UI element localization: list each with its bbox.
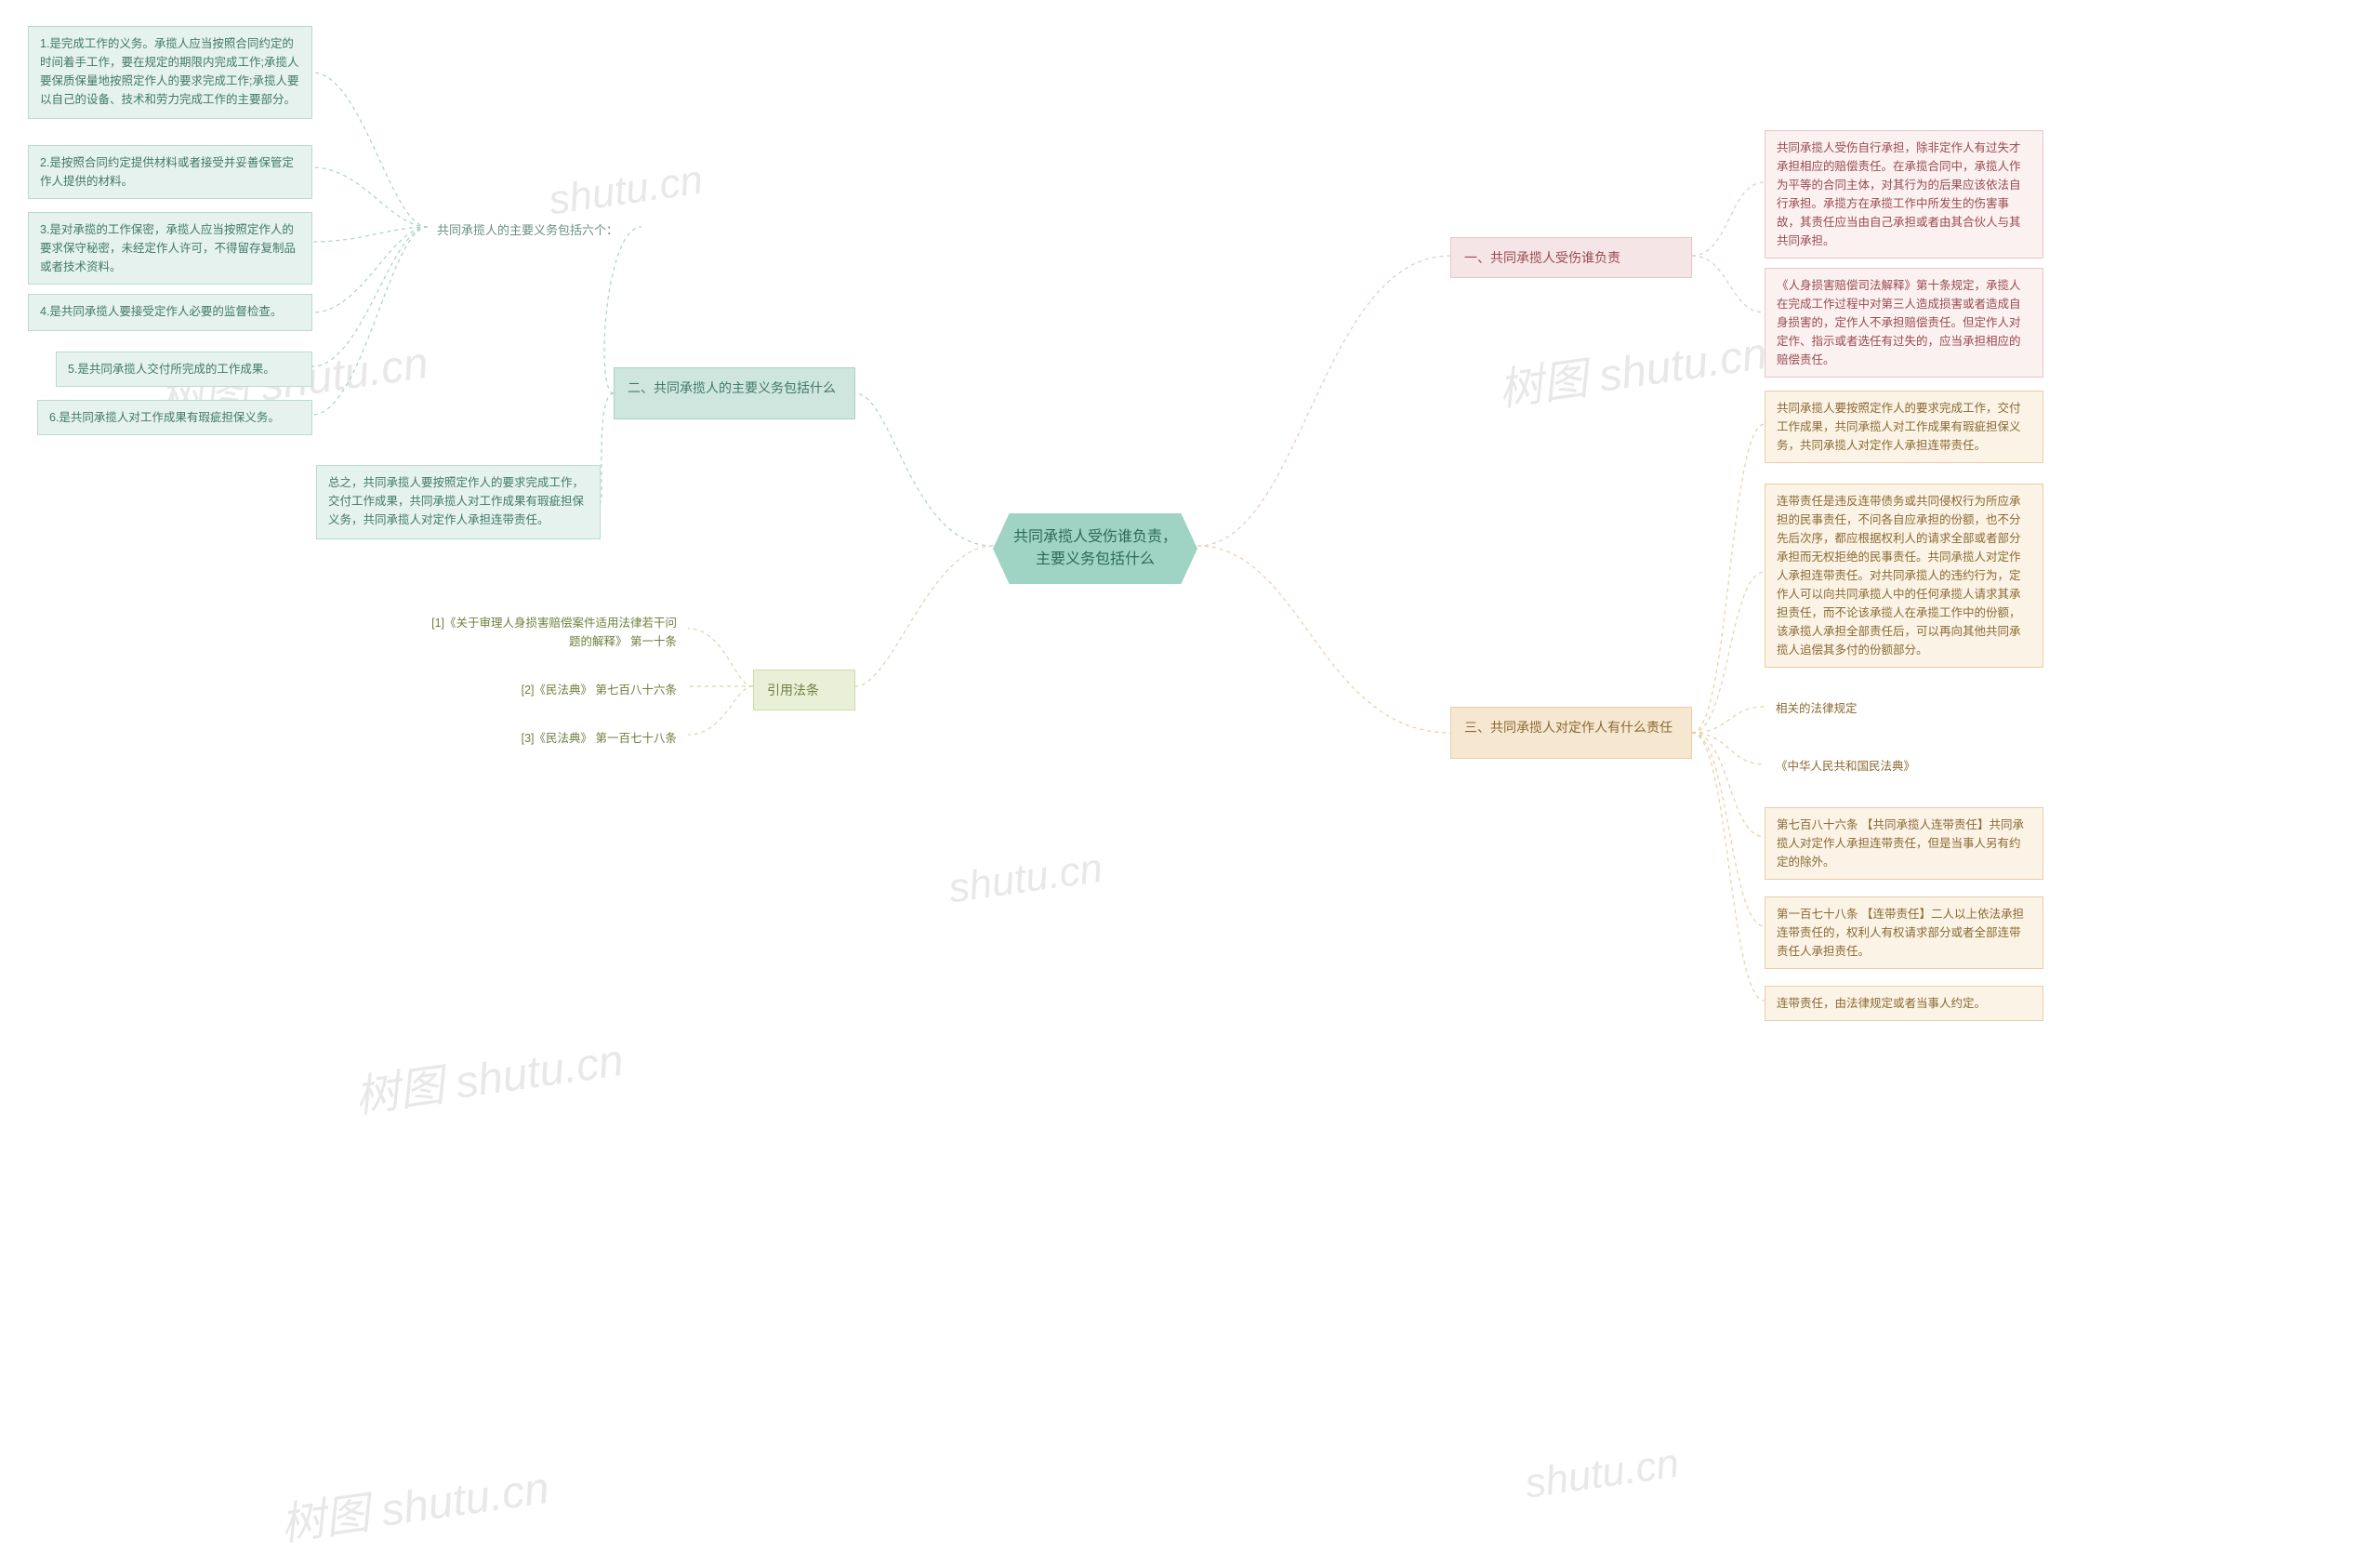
leaf-b2-3[interactable]: 4.是共同承揽人要接受定作人必要的监督检查。 <box>28 294 312 331</box>
mindmap-canvas: 树图 shutu.cn shutu.cn 树图 shutu.cn 树图 shut… <box>0 0 2380 1527</box>
leaf-b4-0[interactable]: [1]《关于审理人身损害赔偿案件适用法律若干问题的解释》 第一十条 <box>409 606 688 658</box>
leaf-b3-0[interactable]: 共同承揽人要按照定作人的要求完成工作，交付工作成果，共同承揽人对工作成果有瑕疵担… <box>1765 391 2043 463</box>
watermark: 树图 shutu.cn <box>1494 316 1771 418</box>
leaf-b3-6[interactable]: 连带责任，由法律规定或者当事人约定。 <box>1765 986 2043 1021</box>
branch-4[interactable]: 引用法条 <box>753 670 855 710</box>
leaf-b4-2[interactable]: [3]《民法典》 第一百七十八条 <box>502 722 688 755</box>
watermark: 树图 shutu.cn <box>276 1451 553 1553</box>
watermark: shutu.cn <box>945 845 1105 913</box>
leaf-b4-1[interactable]: [2]《民法典》 第七百八十六条 <box>502 673 688 707</box>
leaf-b2-2[interactable]: 3.是对承揽的工作保密，承揽人应当按照定作人的要求保守秘密，未经定作人许可，不得… <box>28 212 312 285</box>
branch-2[interactable]: 二、共同承揽人的主要义务包括什么 <box>614 367 855 419</box>
leaf-b2-summary[interactable]: 总之，共同承揽人要按照定作人的要求完成工作，交付工作成果，共同承揽人对工作成果有… <box>316 465 601 539</box>
leaf-b2-0[interactable]: 1.是完成工作的义务。承揽人应当按照合同约定的时间着手工作，要在规定的期限内完成… <box>28 26 312 119</box>
leaf-b1-0[interactable]: 共同承揽人受伤自行承担，除非定作人有过失才承担相应的赔偿责任。在承揽合同中，承揽… <box>1765 130 2043 259</box>
leaf-b2-1[interactable]: 2.是按照合同约定提供材料或者接受并妥善保管定作人提供的材料。 <box>28 145 312 199</box>
leaf-b2-4[interactable]: 5.是共同承揽人交付所完成的工作成果。 <box>56 352 312 387</box>
leaf-b3-5[interactable]: 第一百七十八条 【连带责任】二人以上依法承担连带责任的，权利人有权请求部分或者全… <box>1765 896 2043 969</box>
branch-2-sublabel: 共同承揽人的主要义务包括六个： <box>428 216 641 246</box>
root-node[interactable]: 共同承揽人受伤谁负责，主要义务包括什么 <box>993 513 1197 584</box>
leaf-b3-4[interactable]: 第七百八十六条 【共同承揽人连带责任】共同承揽人对定作人承担连带责任，但是当事人… <box>1765 807 2043 880</box>
leaf-b3-3[interactable]: 《中华人民共和国民法典》 <box>1765 750 2043 783</box>
leaf-b3-1[interactable]: 连带责任是违反连带债务或共同侵权行为所应承担的民事责任，不问各自应承担的份额，也… <box>1765 484 2043 668</box>
leaf-b2-5[interactable]: 6.是共同承揽人对工作成果有瑕疵担保义务。 <box>37 400 312 435</box>
watermark: 树图 shutu.cn <box>350 1023 628 1125</box>
leaf-b1-1[interactable]: 《人身损害赔偿司法解释》第十条规定，承揽人在完成工作过程中对第三人造成损害或者造… <box>1765 268 2043 378</box>
branch-1[interactable]: 一、共同承揽人受伤谁负责 <box>1450 237 1692 278</box>
branch-3[interactable]: 三、共同承揽人对定作人有什么责任 <box>1450 707 1692 759</box>
watermark: shutu.cn <box>1522 1440 1682 1508</box>
watermark: shutu.cn <box>546 157 706 225</box>
leaf-b3-2[interactable]: 相关的法律规定 <box>1765 692 2043 725</box>
